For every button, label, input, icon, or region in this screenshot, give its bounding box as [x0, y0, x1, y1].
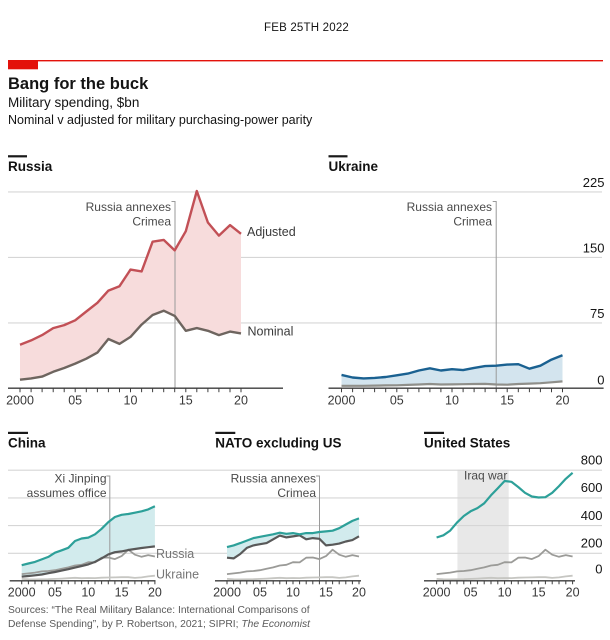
- svg-text:2000: 2000: [328, 394, 356, 408]
- svg-text:Crimea: Crimea: [453, 215, 492, 229]
- svg-text:20: 20: [352, 586, 366, 600]
- svg-text:15: 15: [319, 586, 333, 600]
- svg-text:0: 0: [595, 562, 602, 577]
- svg-text:United States: United States: [424, 436, 510, 451]
- svg-text:05: 05: [390, 394, 404, 408]
- svg-text:20: 20: [234, 394, 248, 408]
- svg-text:10: 10: [124, 394, 138, 408]
- svg-text:15: 15: [179, 394, 193, 408]
- svg-text:0: 0: [597, 373, 604, 388]
- svg-text:Xi Jinping: Xi Jinping: [54, 472, 106, 486]
- svg-text:10: 10: [445, 394, 459, 408]
- svg-text:Crimea: Crimea: [132, 215, 171, 229]
- svg-text:Russia annexes: Russia annexes: [86, 200, 171, 214]
- svg-text:Ukraine: Ukraine: [156, 568, 199, 582]
- svg-text:05: 05: [253, 586, 267, 600]
- svg-text:Russia: Russia: [8, 159, 53, 174]
- svg-text:05: 05: [48, 586, 62, 600]
- svg-text:Ukraine: Ukraine: [329, 159, 379, 174]
- svg-text:10: 10: [286, 586, 300, 600]
- svg-text:150: 150: [583, 240, 605, 255]
- svg-text:20: 20: [566, 586, 580, 600]
- svg-text:Bang for the buck: Bang for the buck: [8, 75, 149, 93]
- svg-text:2000: 2000: [423, 586, 451, 600]
- svg-text:15: 15: [500, 394, 514, 408]
- svg-text:2000: 2000: [6, 394, 34, 408]
- svg-text:2000: 2000: [8, 586, 36, 600]
- svg-text:Iraq war: Iraq war: [464, 469, 507, 483]
- svg-text:Adjusted: Adjusted: [247, 225, 296, 239]
- svg-text:Crimea: Crimea: [277, 486, 316, 500]
- svg-text:Russia annexes: Russia annexes: [407, 200, 492, 214]
- svg-text:Nominal v adjusted for militar: Nominal v adjusted for military purchasi…: [8, 113, 313, 127]
- svg-text:600: 600: [581, 480, 603, 495]
- svg-text:NATO excluding US: NATO excluding US: [215, 436, 341, 451]
- svg-text:10: 10: [81, 586, 95, 600]
- svg-text:Sources: “The Real Military Ba: Sources: “The Real Military Balance: Int…: [8, 605, 310, 616]
- svg-text:China: China: [8, 436, 46, 451]
- svg-text:200: 200: [581, 536, 603, 551]
- svg-text:15: 15: [115, 586, 129, 600]
- svg-text:400: 400: [581, 508, 603, 523]
- svg-text:Russia annexes: Russia annexes: [231, 472, 316, 486]
- svg-text:FEB 25TH 2022: FEB 25TH 2022: [264, 22, 349, 34]
- svg-text:75: 75: [590, 306, 604, 321]
- svg-text:Russia: Russia: [156, 547, 194, 561]
- svg-text:Defense Spending”, by P. Rober: Defense Spending”, by P. Robertson, 2021…: [8, 619, 311, 630]
- svg-text:225: 225: [583, 175, 605, 190]
- svg-text:05: 05: [464, 586, 478, 600]
- svg-text:10: 10: [498, 586, 512, 600]
- svg-text:Military spending, $bn: Military spending, $bn: [8, 95, 139, 110]
- svg-text:800: 800: [581, 452, 603, 467]
- svg-text:05: 05: [68, 394, 82, 408]
- svg-text:2000: 2000: [213, 586, 241, 600]
- svg-text:Nominal: Nominal: [248, 325, 294, 339]
- svg-text:assumes office: assumes office: [27, 486, 107, 500]
- svg-text:20: 20: [556, 394, 570, 408]
- svg-text:15: 15: [532, 586, 546, 600]
- svg-text:20: 20: [148, 586, 162, 600]
